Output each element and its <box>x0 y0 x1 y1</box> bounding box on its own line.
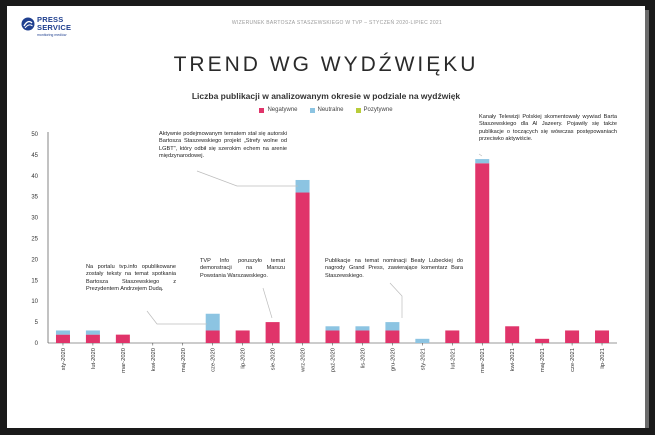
y-tick-label: 30 <box>31 216 38 222</box>
report-header: WIZERUNEK BARTOSZA STASZEWSKIEGO W TVP –… <box>231 20 443 26</box>
annotation-sie-2020: TVP Info poruszyło temat demonstracji na… <box>200 258 285 279</box>
chart-subtitle: Liczba publikacji w analizowanym okresie… <box>191 91 461 101</box>
press-service-logo: PRESS SERVICE monitoring mediów <box>21 16 91 42</box>
annotation-leader-line-3 <box>262 287 273 319</box>
annotation-leader-line-2 <box>146 310 207 325</box>
y-tick-label: 5 <box>35 320 39 326</box>
annotation-wrz-2020: Aktywnie podejmowanym tematem stał się a… <box>159 131 287 160</box>
bar-negatywne-wrz-2020 <box>295 192 310 343</box>
x-tick-label: wrz-2020 <box>301 348 307 373</box>
stacked-bar-chart: 0 5 10 15 20 25 30 35 40 45 50 sty-2020 lut-2020 mar-… <box>31 132 617 373</box>
y-tick-label: 0 <box>35 341 39 347</box>
bar-neutralne-sty-2020 <box>55 330 70 335</box>
bar-negatywne-lip-2020 <box>235 330 250 343</box>
legend-label-pozytywne: Pozytywne <box>363 107 393 113</box>
x-tick-label: paź-2020 <box>331 348 337 372</box>
legend-label-neutralne: Neutralne <box>317 107 344 113</box>
chart-legend: Negatywne Neutralne Pozytywne <box>7 107 645 113</box>
page-title: TREND WG WYDŹWIĘKU <box>173 53 479 76</box>
bar-negatywne-sty-2020 <box>55 334 70 343</box>
y-tick-label: 25 <box>31 237 38 243</box>
bar-negatywne-lut-2021 <box>445 330 460 343</box>
x-tick-label: maj-2020 <box>181 348 187 372</box>
y-tick-label: 40 <box>31 174 38 180</box>
y-tick-label: 35 <box>31 195 38 201</box>
bar-negatywne-lis-2020 <box>355 330 370 343</box>
x-tick-label: lip-2021 <box>600 348 606 369</box>
bar-neutralne-wrz-2020 <box>295 179 310 193</box>
annotation-gru-2020: Publikacje na temat nominacji Beaty Lube… <box>325 258 463 279</box>
x-tick-label: sty-2020 <box>61 348 67 370</box>
bar-negatywne-lut-2020 <box>85 334 100 343</box>
x-tick-label: cze-2021 <box>570 348 576 372</box>
x-tick-label: kwi-2020 <box>151 348 157 371</box>
x-tick-label: lut-2020 <box>91 348 97 369</box>
y-tick-label: 20 <box>31 257 38 263</box>
legend-item-pozytywne: Pozytywne <box>355 107 393 113</box>
legend-swatch-neutralne <box>309 107 315 113</box>
bar-neutralne-lut-2020 <box>85 330 100 335</box>
press-service-logo-icon <box>21 17 35 31</box>
frame-shadow <box>645 10 649 428</box>
annotation-leader-line-5 <box>478 153 483 157</box>
brand-tagline: monitoring mediów <box>37 33 67 37</box>
bar-negatywne-sie-2020 <box>265 322 280 343</box>
x-tick-label: lip-2020 <box>241 348 247 369</box>
annotation-mar-2021: Kanały Telewizji Polskiej skomentowały w… <box>479 114 617 143</box>
bar-neutralne-paź-2020 <box>325 326 340 331</box>
x-tick-label: gru-2020 <box>390 348 396 371</box>
bar-negatywne-cze-2020 <box>205 330 220 343</box>
x-tick-label: maj-2021 <box>540 348 546 372</box>
legend-swatch-negatywne <box>259 107 265 113</box>
x-tick-label: cze-2020 <box>211 348 217 372</box>
annotation-leader-line-4 <box>389 282 403 318</box>
y-tick-label: 50 <box>31 132 38 138</box>
bar-negatywne-lip-2021 <box>595 330 610 343</box>
annotation-leader-line-1 <box>196 170 298 187</box>
y-tick-label: 45 <box>31 153 38 159</box>
bar-negatywne-gru-2020 <box>385 330 400 343</box>
legend-swatch-pozytywne <box>355 107 361 113</box>
x-tick-label: sie-2020 <box>271 348 277 370</box>
bar-negatywne-mar-2021 <box>475 163 490 343</box>
bar-neutralne-lis-2020 <box>355 326 370 331</box>
x-tick-label: mar-2020 <box>121 348 127 373</box>
bar-neutralne-mar-2021 <box>475 159 490 164</box>
legend-label-negatywne: Negatywne <box>267 107 298 113</box>
x-tick-label: kwi-2021 <box>510 348 516 371</box>
y-tick-label: 15 <box>31 278 38 284</box>
bar-neutralne-sty-2021 <box>415 338 430 343</box>
bar-negatywne-mar-2020 <box>115 334 130 343</box>
bar-negatywne-paź-2020 <box>325 330 340 343</box>
annotation-cze-2020: Na portalu tvp.info opublikowane zostały… <box>86 264 176 293</box>
x-tick-label: lis-2020 <box>360 348 366 368</box>
x-tick-label: mar-2021 <box>480 348 486 373</box>
x-tick-label: lut-2021 <box>450 348 456 369</box>
legend-item-neutralne: Neutralne <box>309 107 344 113</box>
bar-negatywne-kwi-2021 <box>505 326 520 343</box>
bar-negatywne-maj-2021 <box>535 338 550 343</box>
bar-neutralne-gru-2020 <box>385 322 400 331</box>
x-tick-label: sty-2021 <box>420 348 426 370</box>
legend-item-negatywne: Negatywne <box>259 107 298 113</box>
y-tick-label: 10 <box>31 299 38 305</box>
bar-negatywne-cze-2021 <box>565 330 580 343</box>
brand-name: PRESS SERVICE <box>37 15 72 32</box>
slide: PRESS SERVICE monitoring mediów WIZERUNE… <box>7 6 645 428</box>
bar-neutralne-cze-2020 <box>205 313 220 331</box>
